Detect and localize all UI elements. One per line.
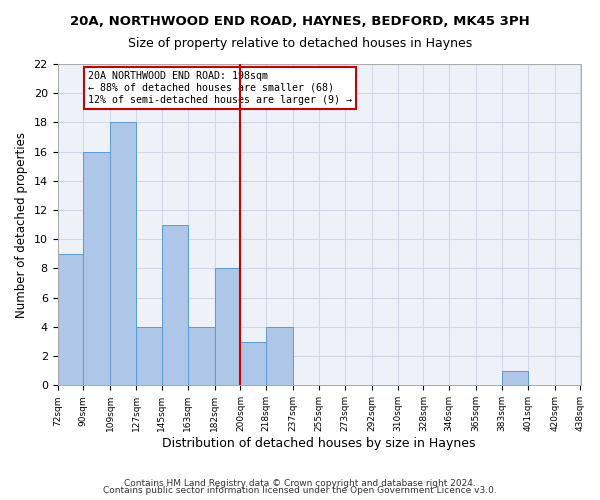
Bar (162, 224, 188, 386)
Text: 20A, NORTHWOOD END ROAD, HAYNES, BEDFORD, MK45 3PH: 20A, NORTHWOOD END ROAD, HAYNES, BEDFORD… (70, 15, 530, 28)
Bar (110, 122, 136, 386)
Text: Contains public sector information licensed under the Open Government Licence v3: Contains public sector information licen… (103, 486, 497, 495)
Text: Contains HM Land Registry data © Crown copyright and database right 2024.: Contains HM Land Registry data © Crown c… (124, 478, 476, 488)
Bar (266, 327, 293, 386)
Y-axis label: Number of detached properties: Number of detached properties (15, 132, 28, 318)
Bar (58, 254, 83, 386)
Bar (502, 370, 527, 386)
X-axis label: Distribution of detached houses by size in Haynes: Distribution of detached houses by size … (162, 437, 476, 450)
Bar (83, 152, 110, 386)
Text: Size of property relative to detached houses in Haynes: Size of property relative to detached ho… (128, 38, 472, 51)
Bar (215, 268, 241, 386)
Text: 20A NORTHWOOD END ROAD: 198sqm
← 88% of detached houses are smaller (68)
12% of : 20A NORTHWOOD END ROAD: 198sqm ← 88% of … (88, 72, 352, 104)
Bar (136, 327, 162, 386)
Bar (188, 327, 215, 386)
Bar (241, 342, 266, 386)
